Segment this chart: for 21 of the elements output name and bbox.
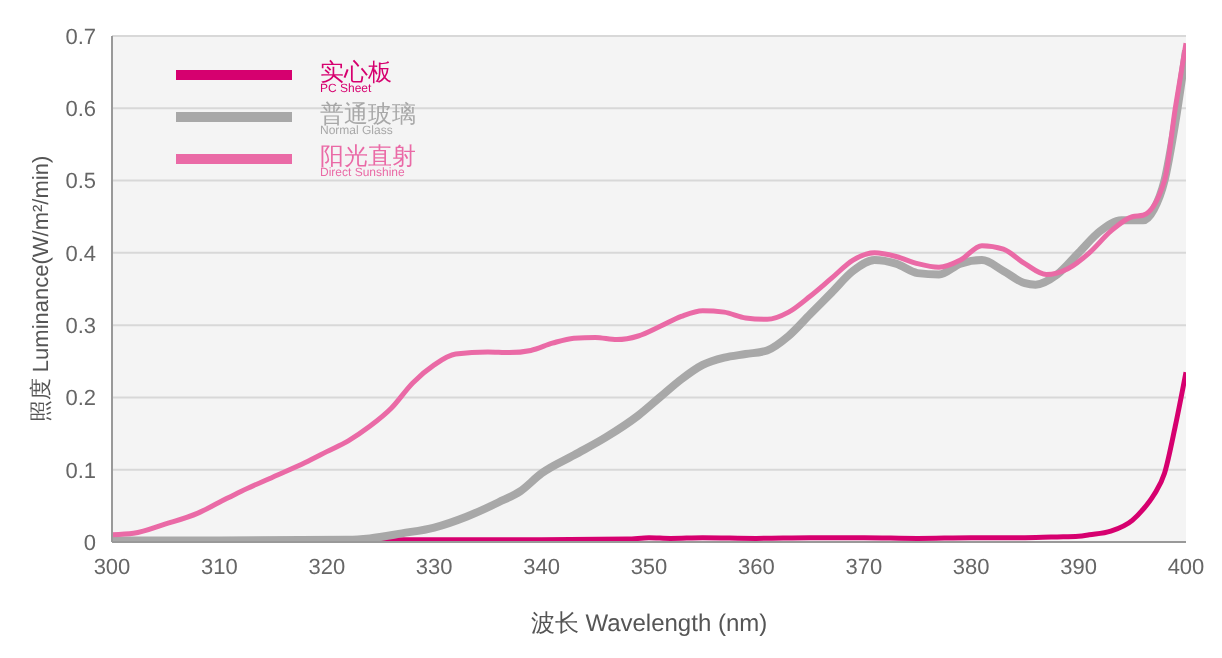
y-tick-label: 0.5 <box>65 170 96 195</box>
y-tick-label: 0.3 <box>65 314 96 339</box>
y-tick-label: 0.1 <box>65 459 96 484</box>
y-tick-label: 0.6 <box>65 98 96 123</box>
x-tick-label: 390 <box>1060 555 1097 580</box>
y-tick-label: 0.4 <box>65 242 96 267</box>
x-axis-title: 波长 Wavelength (nm) <box>530 609 768 638</box>
x-tick-label: 310 <box>201 555 238 580</box>
x-tick-label: 370 <box>845 555 883 580</box>
x-tick-label: 320 <box>308 555 346 580</box>
x-tick-label: 340 <box>523 555 560 580</box>
y-tick-label: 0.7 <box>65 25 96 50</box>
y-tick-label: 0 <box>83 531 96 556</box>
x-tick-label: 330 <box>415 555 453 580</box>
x-tick-label: 350 <box>630 555 668 580</box>
y-axis-title: 照度 Luminance(W/m²/min) <box>27 155 54 423</box>
x-tick-label: 360 <box>738 555 775 580</box>
y-tick-label: 0.2 <box>65 387 96 412</box>
x-tick-label: 400 <box>1167 555 1205 580</box>
x-tick-label: 300 <box>93 555 131 580</box>
x-tick-label: 380 <box>952 555 990 580</box>
